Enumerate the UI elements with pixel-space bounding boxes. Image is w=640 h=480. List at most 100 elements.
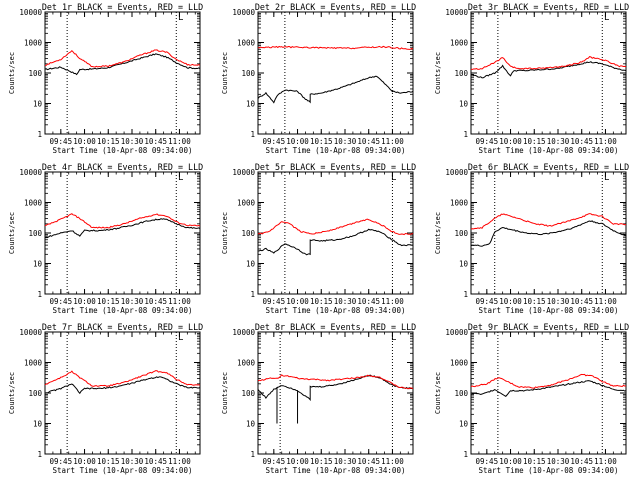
y-tick-label: 10 (246, 260, 256, 269)
x-tick-label: 10:45 (357, 297, 380, 306)
x-tick-label: 10:45 (570, 297, 593, 306)
y-tick-label: 100 (454, 389, 468, 398)
y-axis-label: Counts/sec (434, 212, 442, 254)
corner-mark: L (178, 13, 183, 23)
x-tick-label: 10:00 (73, 457, 96, 466)
y-tick-label: 10 (33, 260, 43, 269)
x-tick-label: 11:00 (594, 137, 617, 146)
x-tick-label: 11:00 (168, 297, 191, 306)
corner-mark: L (178, 173, 183, 183)
detector-panel-6: Det 6r BLACK = Events, RED = LLD 1 10 100 10… (434, 162, 629, 315)
panel-title: Det 1r BLACK = Events, RED = LLD (42, 2, 203, 12)
y-axis-label: Counts/sec (8, 52, 16, 94)
y-tick-label: 10 (33, 420, 43, 429)
y-tick-label: 1000 (237, 359, 256, 368)
y-tick-label: 10000 (445, 328, 468, 337)
events-line (257, 75, 414, 104)
y-tick-label: 1 (37, 290, 42, 299)
y-tick-label: 10 (459, 100, 469, 109)
x-axis-label: Start Time (10-Apr-08 09:34:00) (53, 306, 193, 315)
y-tick-label: 1 (463, 130, 468, 139)
x-tick-label: 09:45 (476, 137, 499, 146)
x-axis-label: Start Time (10-Apr-08 09:34:00) (53, 146, 193, 155)
detector-panel-4: Det 4r BLACK = Events, RED = LLD 1 10 100 10… (8, 162, 203, 315)
events-line (257, 228, 414, 256)
y-axis-label: Counts/sec (8, 372, 16, 414)
panel-title: Det 4r BLACK = Events, RED = LLD (42, 162, 203, 172)
plot-frame (257, 171, 414, 295)
y-tick-label: 100 (28, 69, 42, 78)
y-tick-label: 100 (28, 389, 42, 398)
y-tick-label: 1000 (24, 199, 43, 208)
y-tick-label: 1000 (450, 199, 469, 208)
x-tick-label: 10:30 (547, 457, 570, 466)
y-tick-label: 1 (37, 450, 42, 459)
detector-panel-7: Det 7r BLACK = Events, RED = LLD 1 10 100 10… (8, 322, 203, 475)
lld-line (257, 45, 414, 50)
x-tick-label: 10:00 (499, 457, 522, 466)
x-tick-label: 11:00 (594, 297, 617, 306)
x-tick-label: 10:15 (310, 137, 333, 146)
x-tick-label: 11:00 (381, 457, 404, 466)
x-tick-label: 10:00 (499, 297, 522, 306)
corner-mark: L (391, 13, 396, 23)
y-tick-label: 10 (246, 420, 256, 429)
panel-title: Det 9r BLACK = Events, RED = LLD (468, 322, 629, 332)
x-tick-label: 11:00 (594, 457, 617, 466)
x-tick-label: 10:15 (97, 297, 120, 306)
y-tick-label: 10 (459, 420, 469, 429)
x-tick-label: 10:45 (570, 137, 593, 146)
y-tick-label: 10000 (232, 328, 255, 337)
y-axis-label: Counts/sec (221, 52, 229, 94)
x-tick-label: 10:45 (357, 457, 380, 466)
y-tick-label: 100 (241, 389, 255, 398)
y-tick-label: 10 (246, 100, 256, 109)
events-line (44, 53, 201, 76)
y-tick-label: 10000 (19, 8, 42, 17)
y-axis-label: Counts/sec (221, 212, 229, 254)
corner-mark: L (604, 13, 609, 23)
x-axis-label: Start Time (10-Apr-08 09:34:00) (479, 306, 619, 315)
events-line (44, 376, 201, 395)
y-tick-label: 10 (459, 260, 469, 269)
y-tick-label: 100 (28, 229, 42, 238)
x-tick-label: 11:00 (381, 137, 404, 146)
panel-title: Det 7r BLACK = Events, RED = LLD (42, 322, 203, 332)
x-tick-label: 11:00 (168, 137, 191, 146)
y-tick-label: 1000 (24, 359, 43, 368)
events-line (470, 61, 627, 79)
x-axis-label: Start Time (10-Apr-08 09:34:00) (266, 306, 406, 315)
y-tick-label: 10 (33, 100, 43, 109)
corner-mark: L (604, 333, 609, 343)
y-tick-label: 1000 (24, 39, 43, 48)
lld-line (257, 374, 414, 390)
y-tick-label: 10000 (232, 8, 255, 17)
detector-panel-8: Det 8r BLACK = Events, RED = LLD 1 10 100 10… (221, 322, 416, 475)
lld-line (44, 213, 201, 229)
y-tick-label: 100 (454, 69, 468, 78)
x-axis-label: Start Time (10-Apr-08 09:34:00) (479, 146, 619, 155)
x-tick-label: 10:15 (310, 297, 333, 306)
lld-line (44, 49, 201, 68)
y-tick-label: 10000 (19, 168, 42, 177)
panel-title: Det 8r BLACK = Events, RED = LLD (255, 322, 416, 332)
y-axis-label: Counts/sec (434, 52, 442, 94)
events-line (44, 218, 201, 239)
x-tick-label: 10:15 (97, 457, 120, 466)
x-tick-label: 10:30 (121, 297, 144, 306)
detector-panel-2: Det 2r BLACK = Events, RED = LLD 1 10 100 10… (221, 2, 416, 155)
x-tick-label: 10:15 (97, 137, 120, 146)
events-line (257, 374, 414, 424)
y-tick-label: 1000 (237, 199, 256, 208)
lld-line (44, 370, 201, 387)
detector-panel-5: Det 5r BLACK = Events, RED = LLD 1 10 100 10… (221, 162, 416, 315)
corner-mark: L (391, 173, 396, 183)
x-axis-label: Start Time (10-Apr-08 09:34:00) (266, 466, 406, 475)
y-tick-label: 100 (454, 229, 468, 238)
y-tick-label: 1 (463, 450, 468, 459)
y-tick-label: 1 (37, 130, 42, 139)
x-tick-label: 09:45 (50, 297, 73, 306)
y-axis-label: Counts/sec (221, 372, 229, 414)
x-tick-label: 10:00 (499, 137, 522, 146)
x-tick-label: 09:45 (50, 457, 73, 466)
